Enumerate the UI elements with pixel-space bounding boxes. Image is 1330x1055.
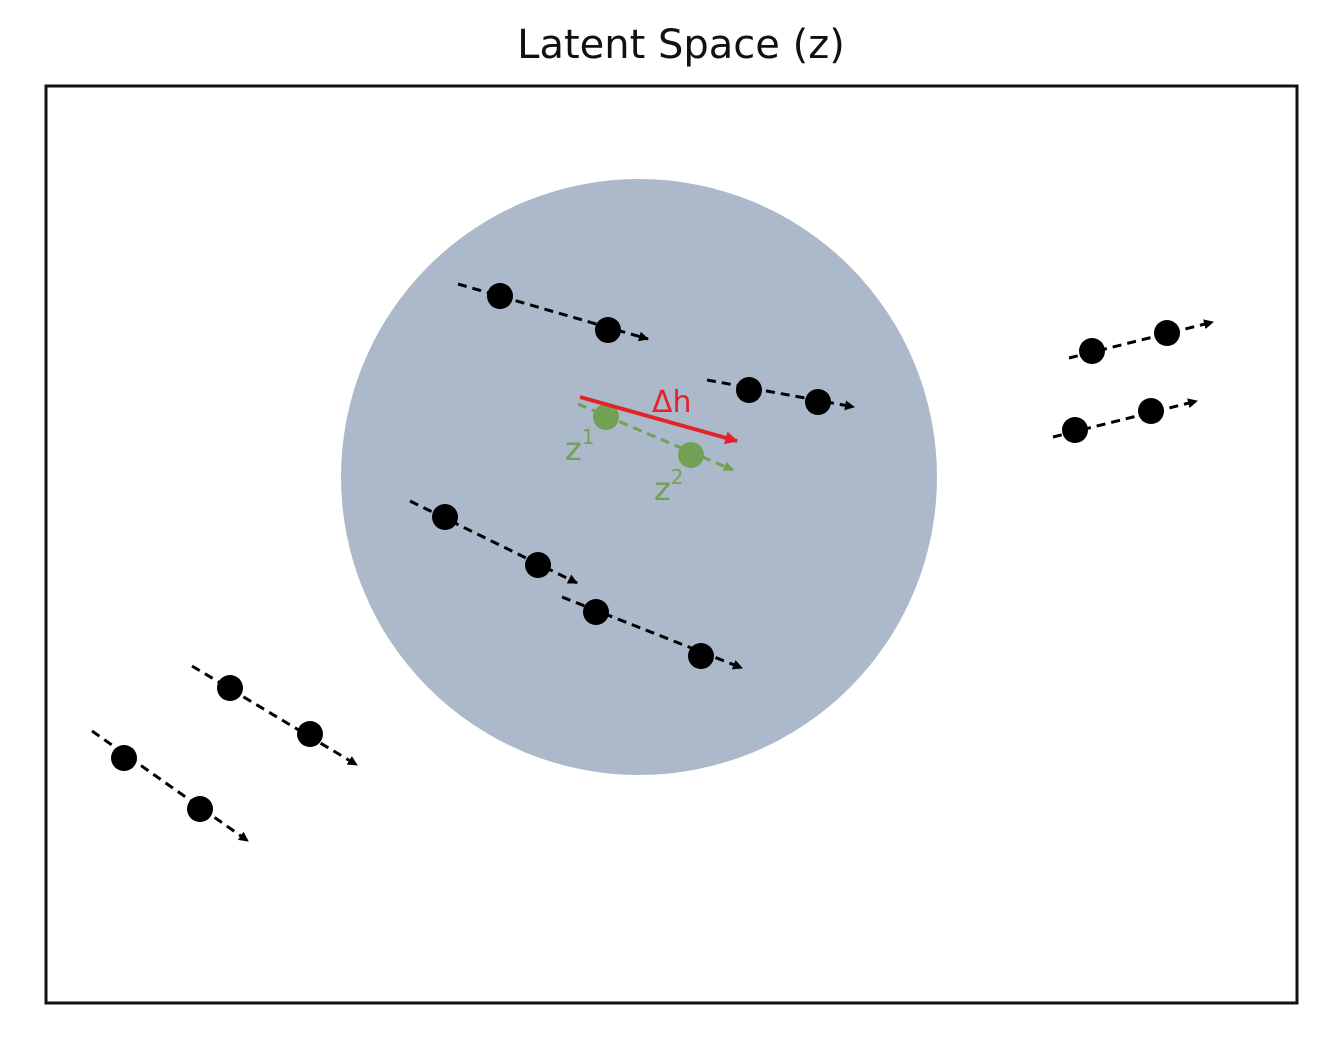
trajectory-4 [561, 595, 743, 670]
trajectory-7 [191, 664, 358, 767]
latent-point [595, 317, 621, 343]
latent-point [525, 552, 551, 578]
delta-h-label: Δh [652, 385, 692, 420]
latent-point [432, 504, 458, 530]
delta-h-arrow [579, 395, 739, 445]
trajectory-2 [706, 377, 855, 415]
latent-point [187, 796, 213, 822]
latent-point [1138, 398, 1164, 424]
latent-point [736, 377, 762, 403]
diagram-title: Latent Space (z) [517, 22, 845, 68]
latent-point [111, 745, 137, 771]
z2-sup: 2 [671, 465, 684, 489]
z1-base: z [565, 430, 582, 468]
highlighted-trajectory [577, 402, 734, 472]
latent-point [217, 675, 243, 701]
z1-sup: 1 [582, 425, 595, 449]
latent-point [688, 643, 714, 669]
trajectory-3 [409, 499, 578, 585]
latent-point [583, 599, 609, 625]
z2-label: z2 [654, 465, 684, 508]
z1-label: z1 [565, 425, 595, 468]
latent-point [1062, 417, 1088, 443]
latent-point [487, 283, 513, 309]
latent-point [1079, 338, 1105, 364]
z2-base: z [654, 470, 671, 508]
trajectory-6 [1052, 398, 1198, 443]
latent-point [1154, 320, 1180, 346]
data-manifold-region [341, 179, 937, 775]
latent-point [297, 721, 323, 747]
trajectory-1 [457, 282, 649, 343]
point-z1 [593, 404, 619, 430]
point-z2 [678, 442, 704, 468]
latent-point [805, 389, 831, 415]
trajectory-5 [1068, 319, 1214, 364]
trajectory-8 [91, 729, 249, 843]
